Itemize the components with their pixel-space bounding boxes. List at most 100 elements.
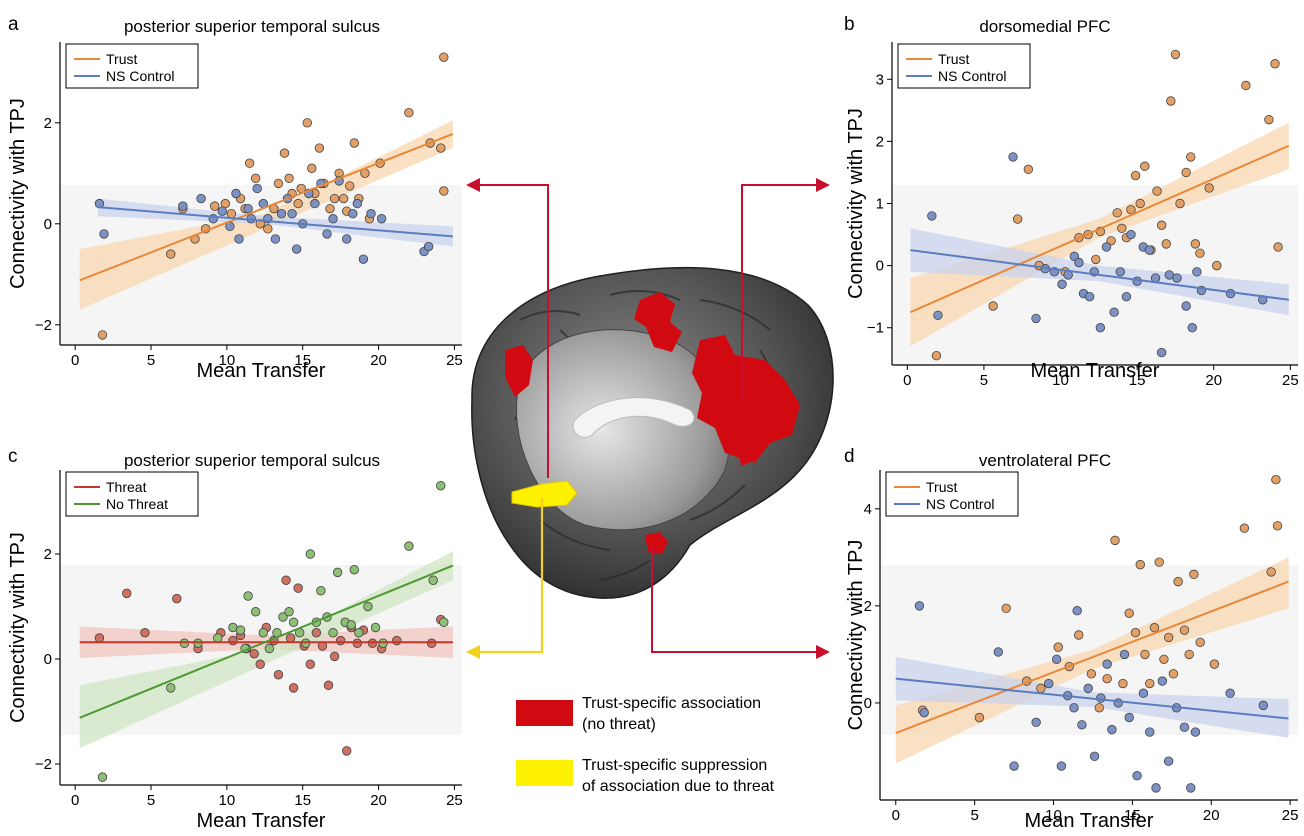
legend-label-trust: Trust [938, 51, 969, 67]
panel-b-chart: b dorsomedial PFC 0 5 10 15 20 25 −1 0 1 2 3 Mean Tra… [844, 14, 1299, 389]
x-tick-label: 5 [147, 792, 155, 809]
panel-letter: a [8, 14, 19, 35]
data-point-trust [1166, 96, 1176, 106]
data-point-control [322, 229, 332, 239]
data-point-control [99, 229, 109, 239]
data-point-trust [1273, 242, 1283, 252]
y-tick-label: 2 [44, 546, 52, 563]
x-tick-label: 20 [370, 352, 387, 369]
data-point-control [914, 601, 925, 611]
data-point-control [270, 234, 281, 244]
data-point-control [1157, 676, 1168, 686]
confidence-band-control [895, 656, 1289, 738]
data-point-control [933, 310, 943, 321]
data-point-trust [1112, 208, 1122, 218]
y-tick-label: 2 [876, 133, 884, 150]
data-point-control [1083, 683, 1093, 694]
data-point-control [919, 707, 929, 718]
data-point-control [993, 647, 1004, 657]
y-tick-label: 0 [876, 258, 884, 275]
data-point-threat [281, 575, 291, 585]
data-point-control [423, 241, 434, 252]
key-red-swatch [516, 700, 573, 726]
data-point-control [1095, 323, 1106, 333]
data-point-trust [1140, 161, 1150, 171]
data-point-threat [172, 593, 182, 604]
arrowhead-panel-c [466, 645, 480, 659]
data-point-control [1051, 654, 1062, 664]
data-point-control [328, 214, 338, 224]
data-point-trust [1212, 260, 1222, 271]
data-point-trust [1086, 669, 1097, 679]
data-point-trust [1241, 80, 1251, 91]
x-tick-label: 10 [219, 352, 236, 369]
legend-label-control: NS Control [926, 496, 994, 512]
data-point-trust [226, 208, 237, 219]
fit-line-trust [79, 132, 454, 282]
data-point-control [1072, 606, 1082, 616]
data-point-trust [1175, 198, 1185, 209]
data-point-trust [1271, 475, 1281, 485]
legend-box [897, 43, 1031, 89]
data-point-trust [1110, 535, 1120, 546]
data-point-control [358, 254, 369, 264]
x-tick-label: 10 [1045, 807, 1062, 824]
x-axis-label: Mean Transfer [1031, 360, 1160, 382]
data-point-trust [1036, 683, 1046, 694]
data-point-trust [279, 148, 290, 158]
data-point-nothreat [264, 643, 275, 654]
data-point-nothreat [378, 638, 388, 648]
data-point-threat [288, 683, 299, 693]
data-point-control [1145, 727, 1155, 737]
data-point-threat [335, 635, 346, 646]
data-point-control [243, 203, 253, 214]
data-point-trust [314, 143, 325, 153]
data-point-nothreat [278, 612, 288, 622]
data-point-nothreat [193, 638, 203, 648]
data-point-control [1138, 688, 1149, 698]
x-tick-label: 25 [1282, 807, 1299, 824]
data-point-threat [426, 638, 437, 648]
data-point-threat [311, 628, 322, 638]
fit-line-nothreat [79, 564, 454, 719]
data-point-control [1044, 678, 1054, 689]
data-point-trust [1168, 669, 1179, 679]
data-point-trust [250, 173, 261, 184]
activation-red-temporal [645, 532, 668, 554]
data-point-nothreat [349, 565, 359, 575]
data-point-trust [1264, 114, 1274, 125]
key-yellow-label-line1: Trust-specific suppression [582, 757, 767, 774]
panel-title: ventrolateral PFC [979, 451, 1111, 470]
data-point-trust [1117, 223, 1127, 234]
x-tick-label: 15 [294, 792, 311, 809]
x-tick-label: 10 [1052, 372, 1069, 389]
data-point-trust [1124, 608, 1134, 618]
panel-d-chart: d ventrolateral PFC 0 5 10 15 20 25 0 2 4 Mean Tran… [844, 446, 1299, 832]
data-point-trust [1189, 569, 1199, 580]
activation-red-small [738, 450, 751, 466]
data-point-trust [1001, 603, 1011, 614]
x-tick-label: 5 [147, 352, 155, 369]
data-point-trust [1126, 205, 1136, 215]
legend-label-control: NS Control [938, 68, 1006, 84]
data-point-trust [1118, 678, 1128, 689]
data-point-trust [1204, 183, 1214, 193]
data-point-control [1107, 724, 1117, 735]
panel-a-chart: a posterior superior temporal sulcus 0 5 10 1… [7, 14, 463, 382]
data-point-trust [1170, 49, 1181, 60]
data-point-control [1181, 301, 1191, 311]
legend-label-trust: Trust [926, 479, 957, 495]
legend-label-nothreat: No Threat [106, 496, 168, 512]
data-point-control [366, 208, 376, 219]
data-point-trust [284, 173, 294, 184]
x-axis-label: Mean Transfer [197, 810, 326, 831]
legend-label-threat: Threat [106, 479, 147, 495]
x-axis-label: Mean Transfer [1025, 810, 1154, 831]
data-point-trust [1190, 239, 1201, 249]
data-point-trust [263, 224, 273, 234]
key-yellow-swatch [516, 760, 573, 786]
data-point-nothreat [301, 638, 311, 648]
y-tick-label: 2 [864, 598, 872, 615]
arrow-to-panel-d [651, 545, 816, 653]
data-point-trust [302, 118, 312, 128]
